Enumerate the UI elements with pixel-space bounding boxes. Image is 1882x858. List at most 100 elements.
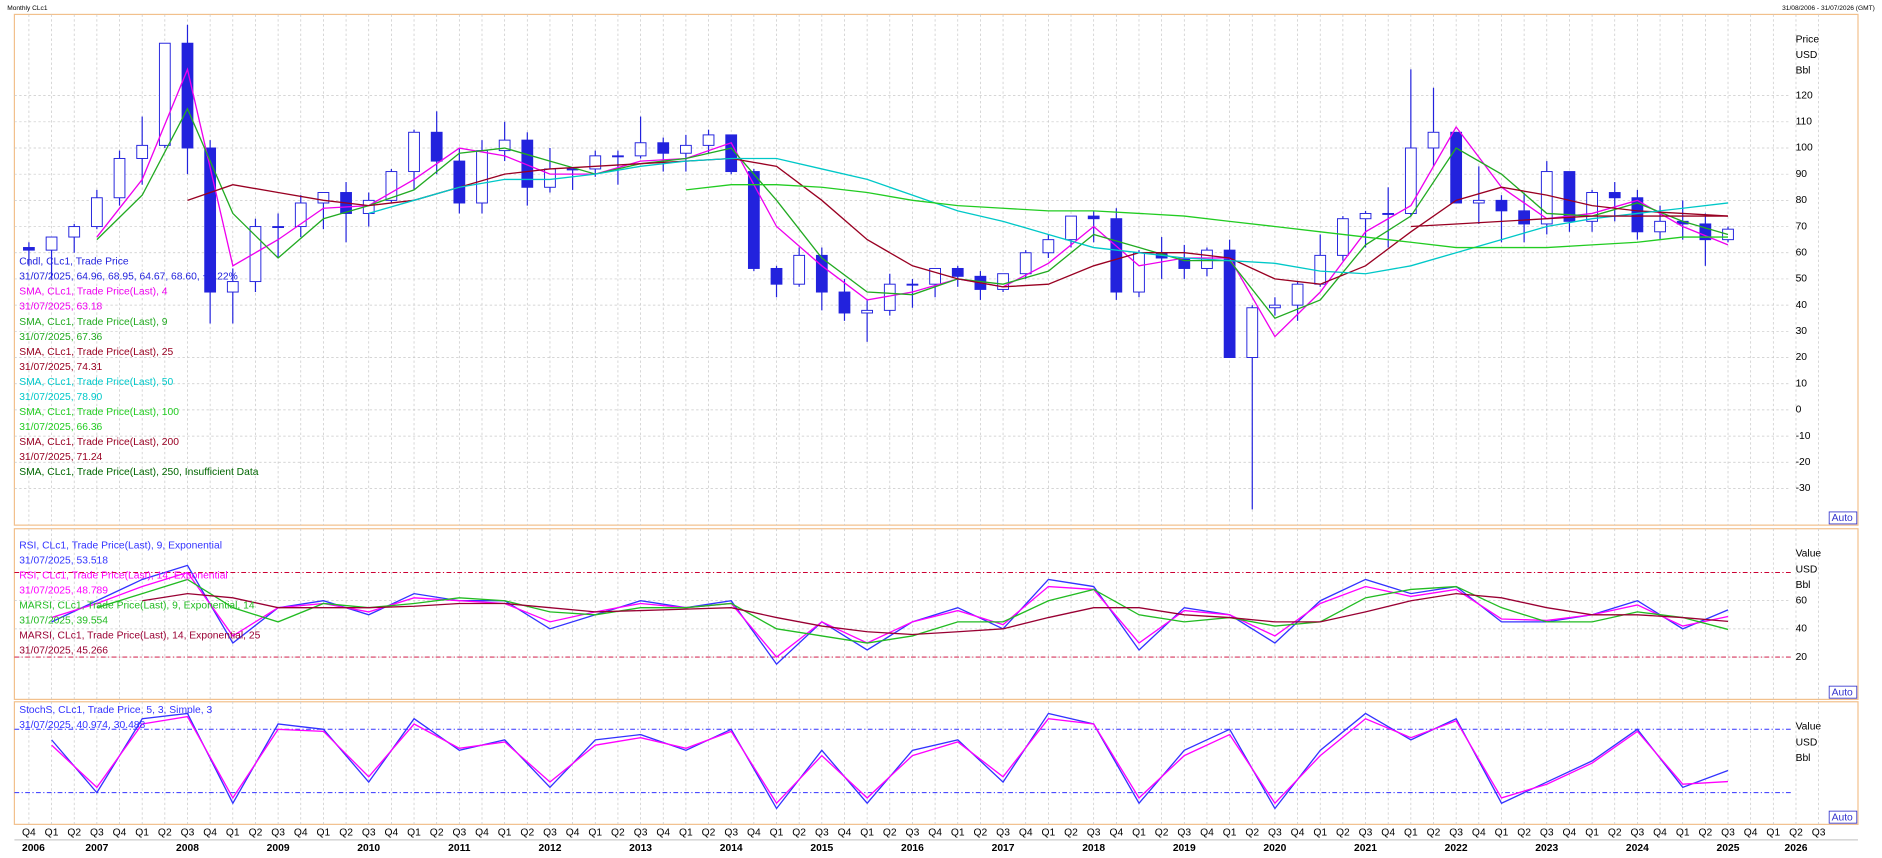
- x-tick-label: Q1: [45, 827, 59, 838]
- x-tick-label: Q4: [1381, 827, 1395, 838]
- y-tick-label: 50: [1796, 274, 1808, 285]
- candle-body: [1042, 239, 1055, 254]
- x-tick-label: Q4: [1019, 827, 1033, 838]
- candle-body: [1291, 283, 1304, 306]
- header-right: 31/08/2006 - 31/07/2026 (GMT): [1782, 5, 1875, 12]
- legend-value: 31/07/2025, 63.18: [19, 302, 102, 313]
- candle-body: [747, 171, 760, 269]
- x-tick-label: Q1: [588, 827, 602, 838]
- candle-body: [680, 144, 692, 154]
- candle-body: [385, 171, 398, 201]
- year-label: 2016: [901, 843, 924, 854]
- axis-label: USD: [1796, 564, 1818, 575]
- legend-name: RSI, CLc1, Trade Price(Last), 14, Expone…: [19, 570, 228, 581]
- x-tick-label: Q2: [1608, 827, 1622, 838]
- x-tick-label: Q3: [1268, 827, 1282, 838]
- candle-body: [1608, 192, 1621, 199]
- series-line: [368, 157, 1729, 275]
- series-line: [51, 564, 1729, 666]
- x-tick-label: Q2: [67, 827, 81, 838]
- candle-body: [838, 291, 851, 314]
- x-tick-label: Q2: [430, 827, 444, 838]
- x-tick-label: Q1: [226, 827, 240, 838]
- candle-body: [90, 197, 103, 228]
- axis-label: Price: [1796, 34, 1820, 45]
- x-tick-label: Q1: [498, 827, 512, 838]
- y-tick-label: 10: [1796, 378, 1808, 389]
- candle-body: [793, 254, 806, 285]
- legend-name: SMA, CLc1, Trade Price(Last), 100: [19, 407, 179, 418]
- x-tick-label: Q1: [317, 827, 331, 838]
- x-tick-label: Q3: [90, 827, 104, 838]
- legend-name: SMA, CLc1, Trade Price(Last), 9: [19, 317, 168, 328]
- x-tick-label: Q1: [679, 827, 693, 838]
- candle-body: [702, 134, 715, 146]
- x-tick-label: Q1: [1495, 827, 1509, 838]
- candle-body: [770, 267, 783, 285]
- candle-body: [45, 236, 58, 251]
- x-tick-label: Q2: [702, 827, 716, 838]
- x-tick-label: Q4: [1653, 827, 1667, 838]
- candle-body: [158, 42, 171, 146]
- year-label: 2009: [267, 843, 290, 854]
- candle-body: [1223, 249, 1236, 358]
- x-tick-label: Q3: [996, 827, 1010, 838]
- x-tick-label: Q4: [294, 827, 308, 838]
- x-tick-label: Q1: [1313, 827, 1327, 838]
- year-label: 2018: [1082, 843, 1105, 854]
- candle-body: [226, 281, 239, 293]
- year-label: 2020: [1263, 843, 1286, 854]
- candle-body: [1110, 218, 1123, 293]
- auto-button: [1828, 685, 1858, 699]
- candle-body: [906, 283, 919, 286]
- x-tick-label: Q3: [634, 827, 648, 838]
- x-tick-label: Q1: [1766, 827, 1780, 838]
- candle-body: [1631, 197, 1644, 233]
- x-tick-label: Q3: [815, 827, 829, 838]
- candle-body: [1359, 212, 1372, 220]
- candle-body: [408, 131, 420, 173]
- candle-body: [294, 202, 307, 228]
- x-tick-label: Q4: [928, 827, 942, 838]
- x-tick-label: Q1: [770, 827, 784, 838]
- candle-body: [204, 147, 217, 293]
- x-tick-label: Q4: [22, 827, 36, 838]
- year-label: 2021: [1354, 843, 1377, 854]
- axis-label: Value: [1796, 722, 1822, 733]
- x-tick-label: Q3: [1087, 827, 1101, 838]
- candle-body: [113, 157, 126, 199]
- x-tick-label: Q2: [158, 827, 172, 838]
- x-tick-label: Q3: [271, 827, 285, 838]
- year-label: 2025: [1717, 843, 1740, 854]
- candle-body: [657, 142, 670, 154]
- x-tick-label: Q1: [135, 827, 149, 838]
- x-tick-label: Q4: [1200, 827, 1214, 838]
- year-label: 2019: [1173, 843, 1196, 854]
- legend-value: 31/07/2025, 48.789: [19, 585, 108, 596]
- candle-body: [1563, 171, 1576, 222]
- candle-body: [815, 254, 828, 293]
- legend-name: RSI, CLc1, Trade Price(Last), 9, Exponen…: [19, 540, 222, 551]
- x-tick-label: Q4: [1563, 827, 1577, 838]
- candle-body: [1065, 215, 1077, 241]
- x-tick-label: Q3: [1631, 827, 1645, 838]
- x-tick-label: Q4: [656, 827, 670, 838]
- year-label: 2024: [1626, 843, 1649, 854]
- x-tick-label: Q2: [1155, 827, 1169, 838]
- auto-button: [1828, 810, 1858, 824]
- candle-body: [1382, 212, 1395, 215]
- y-tick-label: 120: [1796, 90, 1813, 101]
- legend-name: MARSI, CLc1, Trade Price(Last), 14, Expo…: [19, 630, 260, 641]
- y-tick-label: -30: [1796, 483, 1811, 494]
- legend-value: 31/07/2025, 74.31: [19, 362, 102, 373]
- auto-label: Auto: [1832, 513, 1853, 524]
- legend-value: 31/07/2025, 64.96, 68.95, 64.67, 68.60, …: [19, 272, 238, 283]
- year-label: 2011: [448, 843, 471, 854]
- legend-value: 31/07/2025, 53.518: [19, 555, 108, 566]
- x-tick-label: Q4: [747, 827, 761, 838]
- candle-body: [861, 309, 874, 314]
- axis-label: Bbl: [1796, 580, 1811, 591]
- year-label: 2023: [1535, 843, 1558, 854]
- year-label: 2022: [1445, 843, 1468, 854]
- x-tick-label: Q4: [1472, 827, 1486, 838]
